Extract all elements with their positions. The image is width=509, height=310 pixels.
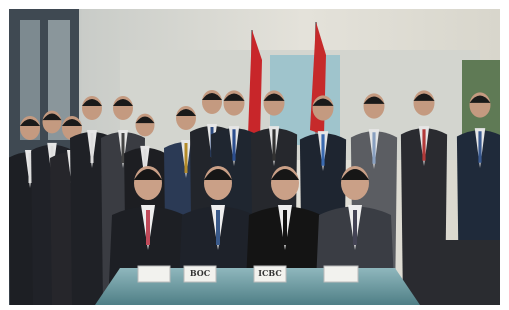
tie [283,210,287,245]
tie [321,134,324,166]
tie [29,153,32,183]
tie [122,133,125,163]
tie [372,132,375,164]
tie [216,210,220,245]
nameplate-text: BOC [190,268,210,278]
tie [422,129,425,161]
photo: BOC ICBC [0,0,509,310]
nameplate-text: ICBC [258,268,281,278]
tie [146,210,150,245]
tie [353,210,357,245]
nameplate [138,266,170,282]
tie [91,133,94,163]
nameplate [324,266,358,282]
photo-content: BOC ICBC [8,9,503,305]
tie [232,129,235,161]
tie [272,129,275,161]
chair [440,240,500,305]
tie [478,131,481,163]
tie [185,143,188,173]
